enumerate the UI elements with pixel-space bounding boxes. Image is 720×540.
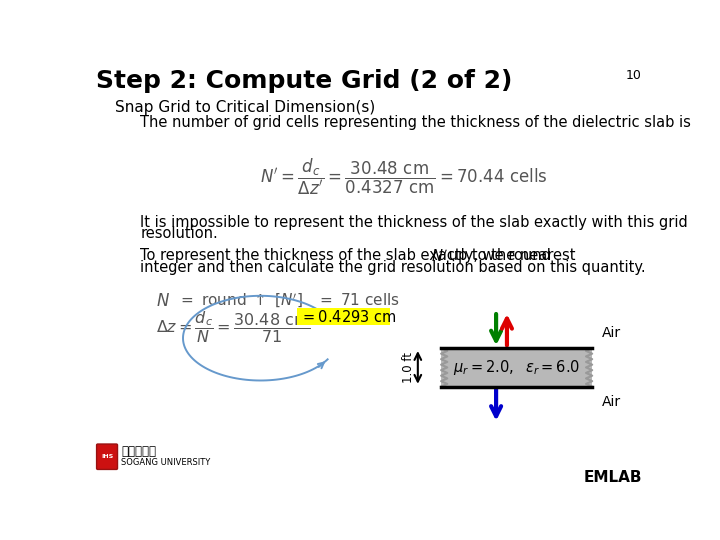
Text: $N' = \dfrac{d_c}{\Delta z'} = \dfrac{30.48\ \mathrm{cm}}{0.4327\ \mathrm{cm}} =: $N' = \dfrac{d_c}{\Delta z'} = \dfrac{30… [261, 157, 548, 198]
Text: $=$ round $\uparrow$ $[N']$   $=$ 71 cells: $=$ round $\uparrow$ $[N']$ $=$ 71 cells [168, 292, 400, 310]
Text: Air: Air [601, 326, 621, 340]
Text: Step 2: Compute Grid (2 of 2): Step 2: Compute Grid (2 of 2) [96, 69, 513, 93]
Text: EMLAB: EMLAB [583, 470, 642, 485]
Bar [441, 348, 593, 387]
FancyBboxPatch shape [297, 308, 390, 325]
Text: resolution.: resolution. [140, 226, 218, 241]
Text: Air: Air [601, 395, 621, 409]
Text: up to the nearest: up to the nearest [444, 248, 576, 263]
FancyBboxPatch shape [96, 444, 117, 469]
Text: $N'$: $N'$ [431, 248, 448, 265]
Text: integer and then calculate the grid resolution based on this quantity.: integer and then calculate the grid reso… [140, 260, 646, 275]
Text: It is impossible to represent the thickness of the slab exactly with this grid: It is impossible to represent the thickn… [140, 215, 688, 230]
Text: 10: 10 [626, 69, 642, 82]
Text: 서강대학교: 서강대학교 [121, 445, 156, 458]
Text: IHS: IHS [101, 454, 113, 459]
Text: To represent the thickness of the slab exactly, we round: To represent the thickness of the slab e… [140, 248, 556, 263]
Text: $\Delta z = \dfrac{d_c}{N} = \dfrac{30.48\ \mathrm{cm}}{71}$: $\Delta z = \dfrac{d_c}{N} = \dfrac{30.4… [156, 309, 310, 346]
Text: $= 0.4293\ \mathrm{cm}$: $= 0.4293\ \mathrm{cm}$ [300, 308, 397, 325]
Text: $\mu_r = 2.0,\ \ \varepsilon_r = 6.0$: $\mu_r = 2.0,\ \ \varepsilon_r = 6.0$ [453, 358, 580, 377]
Text: The number of grid cells representing the thickness of the dielectric slab is: The number of grid cells representing th… [140, 115, 691, 130]
Text: Snap Grid to Critical Dimension(s): Snap Grid to Critical Dimension(s) [114, 100, 375, 115]
Text: SOGANG UNIVERSITY: SOGANG UNIVERSITY [121, 457, 210, 467]
Text: $N$: $N$ [156, 292, 170, 310]
Text: 1.0 ft: 1.0 ft [402, 352, 415, 383]
